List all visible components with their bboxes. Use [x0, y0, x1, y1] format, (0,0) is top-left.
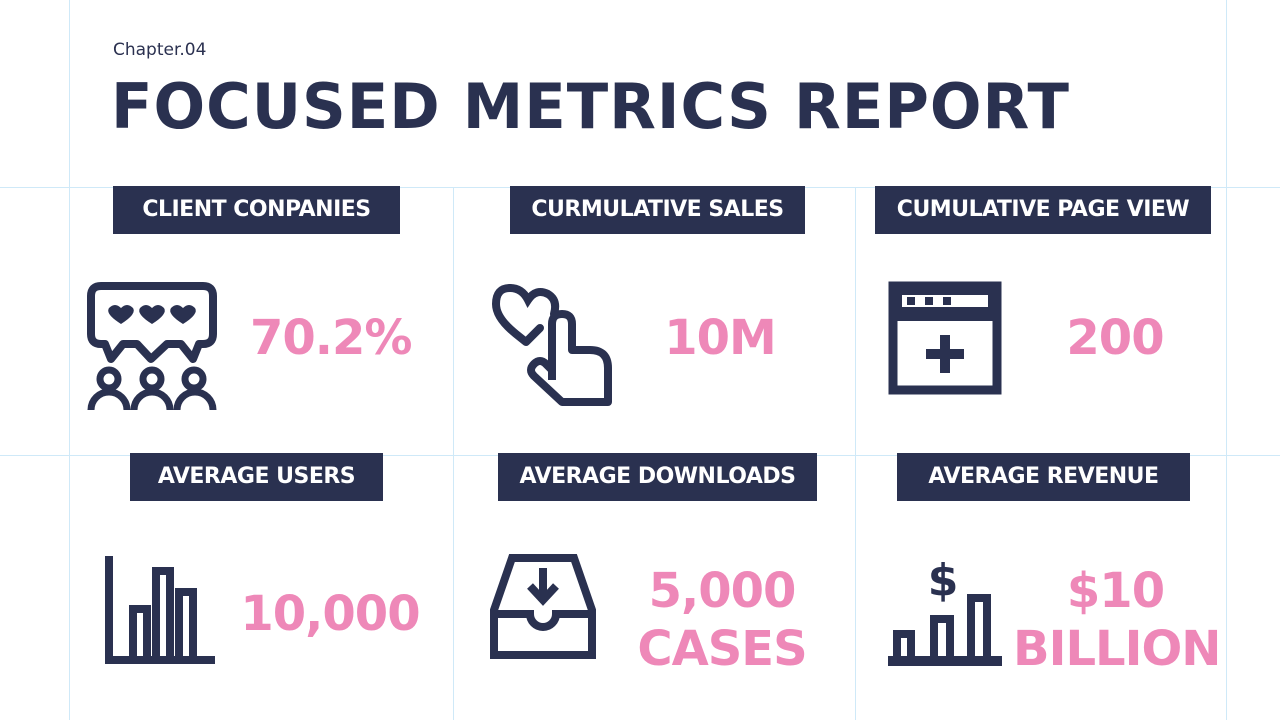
- inbox-download-icon: [490, 554, 596, 659]
- metric-value-line2: CASES: [637, 621, 807, 677]
- metric-value: $10 BILLION: [1013, 562, 1221, 678]
- heart-tap-hand-icon: [492, 284, 612, 406]
- chapter-label: Chapter.04: [113, 40, 207, 60]
- grid-line: [855, 187, 856, 720]
- metric-label: CUMULATIVE PAGE VIEW: [875, 186, 1211, 234]
- metric-value: 200: [1066, 310, 1164, 366]
- metric-label: CURMULATIVE SALES: [510, 186, 805, 234]
- metric-label: CLIENT CONPANIES: [113, 186, 400, 234]
- metric-value-line1: 5,000: [648, 563, 797, 619]
- grid-line: [1226, 0, 1227, 720]
- metric-label: AVERAGE REVENUE: [897, 453, 1190, 501]
- grid-line: [453, 187, 454, 720]
- metric-value: 10M: [664, 310, 777, 366]
- svg-text:$: $: [928, 555, 959, 606]
- metric-value: 5,000 CASES: [622, 562, 822, 678]
- dollar-growth-bars-icon: $: [888, 555, 1002, 666]
- metric-label: AVERAGE DOWNLOADS: [498, 453, 817, 501]
- metric-value-line1: $10: [1066, 563, 1165, 619]
- metric-value-line2: BILLION: [1013, 621, 1221, 677]
- metric-label: AVERAGE USERS: [130, 453, 383, 501]
- metric-value: 70.2%: [250, 310, 413, 366]
- chat-hearts-group-icon: [87, 282, 217, 410]
- grid-line: [69, 0, 70, 720]
- bar-chart-icon: [105, 556, 215, 664]
- page-title: FOCUSED METRICS REPORT: [111, 70, 1070, 143]
- metric-value: 10,000: [240, 586, 420, 642]
- browser-window-plus-icon: [888, 281, 1002, 395]
